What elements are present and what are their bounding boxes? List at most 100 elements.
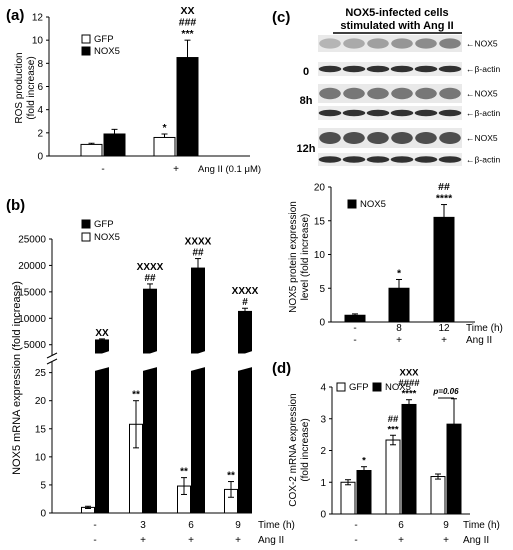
x-time-label: - [354,520,357,531]
annotation-1: #### [398,378,420,389]
x-time-label: - [353,323,356,334]
x-time-label: 3 [140,520,146,531]
band-actin [318,156,342,163]
blot-membrane [318,106,462,120]
band-actin [366,109,390,117]
legend-gfp-label: GFP [94,219,114,230]
pvalue-label: p=0.06 [432,387,459,396]
panel-label-c: (c) [272,9,290,26]
annotation-1: ### [179,17,197,29]
bar-gfp-1 [385,439,401,515]
y-axis-label-line2: (fold increase) [300,418,311,481]
band-nox5 [343,132,365,144]
y-tick-label: 25 [35,368,47,379]
band-actin [342,65,366,73]
y-tick-label: 8 [37,59,43,70]
y-tick-label: 10000 [18,314,46,325]
y-tick-label: 20 [314,183,326,194]
annotation-0: *** [181,28,194,40]
band-actin [390,65,414,73]
x-ang-label: + [441,335,447,346]
y-tick-label: 5 [40,480,46,491]
legend-nox5-label: NOX5 [94,232,120,243]
annotation-0: XX [95,328,109,339]
x-ang-label: + [443,535,449,546]
time-row-label: Time (h) [463,520,500,531]
y-tick-label: 0 [319,318,325,329]
y-tick-label: 0 [320,510,326,521]
legend-gfp-swatch [81,34,91,44]
bar-break-gap [94,351,110,371]
legend-nox5-label: NOX5 [360,199,386,210]
annotation-2: XX [180,5,194,17]
band-actin [438,156,462,163]
x-time-label: 6 [398,520,404,531]
y-tick-label: 12 [32,13,44,24]
y-tick-label: 4 [320,383,326,394]
axis-break-mark [46,358,58,365]
y-tick-label: 15 [35,424,47,435]
bar-gfp-2 [430,476,446,515]
annotation-0: * [162,122,167,134]
x-ang-label: + [140,535,146,546]
band-actin [414,156,438,163]
bar-nox5-2 [433,216,455,323]
bar-nox5-lower-3 [238,366,252,514]
bar-nox5-upper-2 [191,267,205,354]
band-actin [366,156,390,163]
y-axis-label-line2: level (fold increase) [300,214,311,301]
bar-break-gap [237,351,253,371]
x-time-label: 9 [235,520,241,531]
band-nox5 [415,38,437,49]
y-tick-label: 1 [320,478,326,489]
y-tick-label: 5 [319,284,325,295]
band-label-actin: ←β-actin [466,64,500,74]
blot-membrane [318,35,462,52]
annotation-1: ## [388,414,399,425]
band-actin [318,65,342,73]
y-tick-label: 6 [37,82,43,93]
legend-gfp-swatch [336,382,346,392]
blot-membrane [318,153,462,166]
legend-nox5-label: NOX5 [385,382,411,393]
x-ang-label: + [396,335,402,346]
band-label-actin: ←β-actin [466,108,500,118]
bar-nox5-1 [388,287,410,323]
annotation-1: ## [438,181,450,193]
y-tick-label: 10 [32,36,44,47]
x-ang-label: - [353,335,356,346]
y-tick-label: 25000 [18,235,46,246]
legend-nox5-swatch [81,232,91,242]
y-tick-label: 5000 [24,340,47,351]
band-nox5 [367,87,389,100]
annotation-1: XXXX [185,237,212,248]
y-tick-label: 15 [314,216,326,227]
time-label-0: 0 [303,66,309,78]
band-actin [438,109,462,117]
western-title-line2: stimulated with Ang II [340,20,453,32]
x-time-label: 8 [396,323,402,334]
annotation-0: *** [387,424,398,435]
x-ang-label: + [398,535,404,546]
legend-gfp-label: GFP [94,34,114,45]
bar-nox5-1 [176,57,199,157]
annotation-0: * [362,456,366,467]
chart-d: 0 1 2 3 4 COX-2 mRNA expression (fold increase… [288,368,500,546]
annotation-0: **** [402,389,417,400]
annotation-0: ## [192,248,204,259]
bar-gfp-1 [153,136,176,157]
legend-nox5-swatch [372,382,382,392]
bar-nox5-upper-3 [238,310,252,354]
x-axis-label: Ang II (0.1 μM) [198,164,261,175]
x-ang-label: + [235,535,241,546]
western-title-line1: NOX5-infected cells [345,7,448,19]
y-tick-label: 0 [40,509,46,520]
band-actin [318,109,342,117]
bar-nox5-upper-1 [143,288,157,354]
y-tick-label: 20 [35,396,47,407]
band-actin [366,65,390,73]
panel-label-d: (d) [272,360,291,377]
annotation-0: ** [180,467,188,478]
panel-label-a: (a) [6,7,24,24]
bar-nox5-lower-0 [95,366,109,514]
